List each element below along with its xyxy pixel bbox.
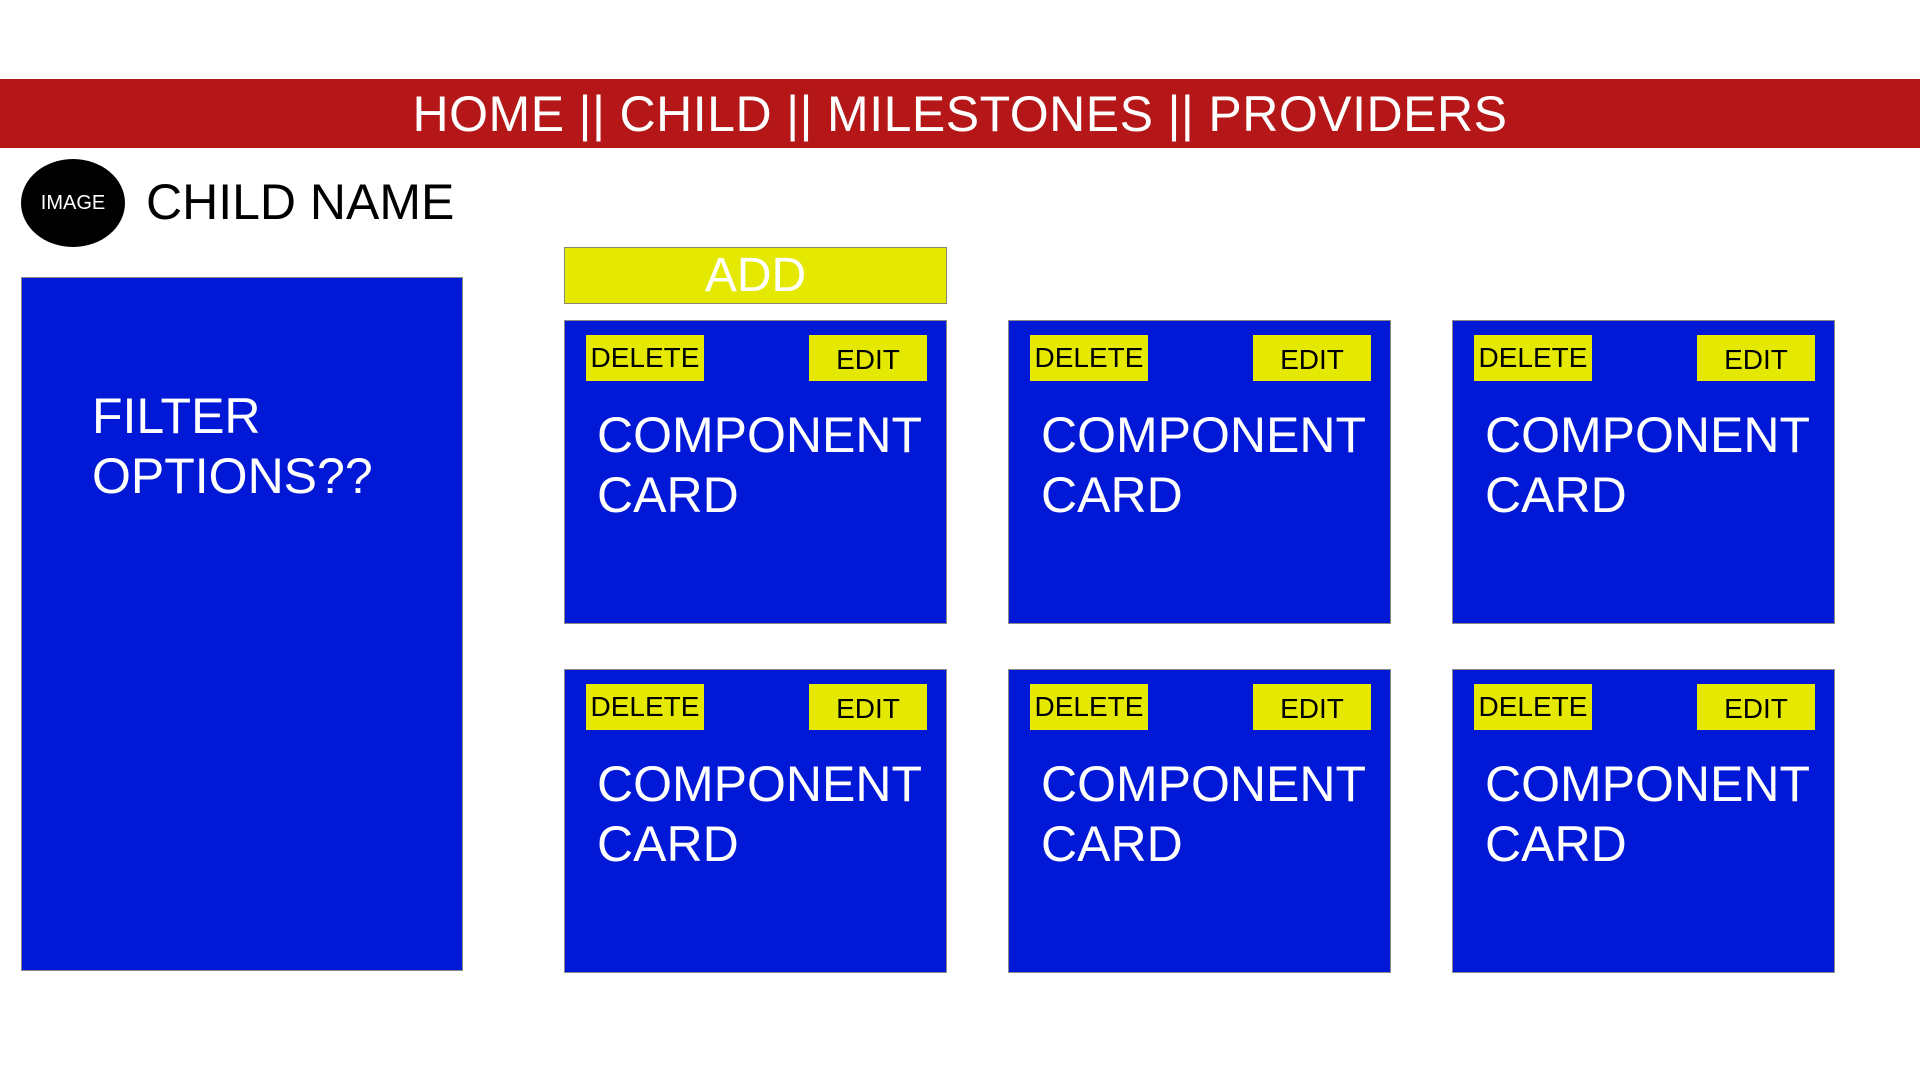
card-title: COMPONENT CARD xyxy=(1485,756,1810,872)
card-title: COMPONENT CARD xyxy=(1041,407,1366,523)
child-avatar: IMAGE xyxy=(21,159,125,247)
top-nav-bar: HOME || CHILD || MILESTONES || PROVIDERS xyxy=(0,79,1920,148)
add-button[interactable]: ADD xyxy=(564,247,947,304)
nav-separator: || xyxy=(786,85,814,142)
component-card[interactable]: DELETE EDIT COMPONENT CARD xyxy=(564,669,947,973)
edit-button[interactable]: EDIT xyxy=(1253,335,1371,381)
nav-separator: || xyxy=(1167,85,1195,142)
component-card[interactable]: DELETE EDIT COMPONENT CARD xyxy=(1452,669,1835,973)
edit-button[interactable]: EDIT xyxy=(1253,684,1371,730)
edit-button[interactable]: EDIT xyxy=(809,335,927,381)
edit-button[interactable]: EDIT xyxy=(1697,335,1815,381)
nav-item-child[interactable]: CHILD xyxy=(619,85,773,142)
delete-button[interactable]: DELETE xyxy=(1030,684,1148,730)
nav-item-milestones[interactable]: MILESTONES xyxy=(827,85,1154,142)
component-card[interactable]: DELETE EDIT COMPONENT CARD xyxy=(1008,669,1391,973)
delete-button[interactable]: DELETE xyxy=(1030,335,1148,381)
component-card[interactable]: DELETE EDIT COMPONENT CARD xyxy=(564,320,947,624)
nav-item-providers[interactable]: PROVIDERS xyxy=(1208,85,1508,142)
filter-panel: FILTER OPTIONS?? xyxy=(21,277,463,971)
component-card[interactable]: DELETE EDIT COMPONENT CARD xyxy=(1008,320,1391,624)
delete-button[interactable]: DELETE xyxy=(586,335,704,381)
card-title: COMPONENT CARD xyxy=(597,407,922,523)
delete-button[interactable]: DELETE xyxy=(1474,335,1592,381)
delete-button[interactable]: DELETE xyxy=(586,684,704,730)
nav-item-home[interactable]: HOME xyxy=(412,85,565,142)
edit-button[interactable]: EDIT xyxy=(809,684,927,730)
filter-options-label: FILTER OPTIONS?? xyxy=(92,388,373,504)
child-name: CHILD NAME xyxy=(146,174,455,230)
avatar-image-label: IMAGE xyxy=(40,191,106,214)
card-title: COMPONENT CARD xyxy=(597,756,922,872)
component-card[interactable]: DELETE EDIT COMPONENT CARD xyxy=(1452,320,1835,624)
edit-button[interactable]: EDIT xyxy=(1697,684,1815,730)
card-title: COMPONENT CARD xyxy=(1041,756,1366,872)
card-title: COMPONENT CARD xyxy=(1485,407,1810,523)
nav-separator: || xyxy=(578,85,606,142)
delete-button[interactable]: DELETE xyxy=(1474,684,1592,730)
